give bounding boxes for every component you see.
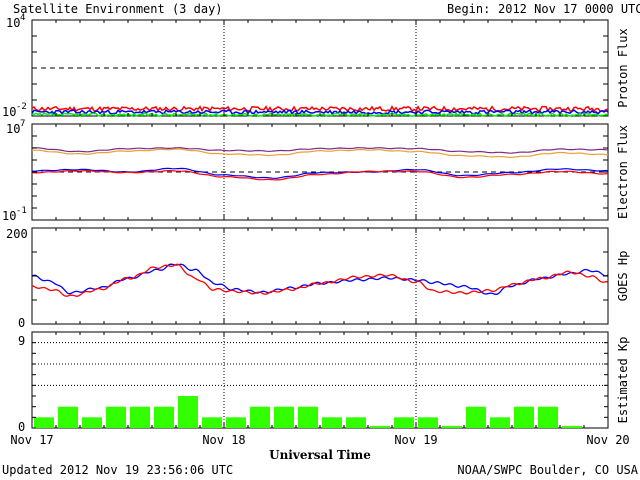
kp-bar — [538, 406, 558, 428]
begin-label: Begin: — [447, 2, 490, 16]
begin-value: 2012 Nov 17 0000 UTC — [498, 2, 640, 16]
ytick-exp: 7 — [20, 119, 25, 129]
kp-ytick-bottom: 0 — [18, 420, 25, 434]
credit-text: NOAA/SWPC Boulder, CO USA — [457, 463, 638, 477]
kp-ytick-top: 9 — [18, 334, 25, 348]
kp-bar — [490, 417, 510, 428]
kp-bar — [226, 417, 246, 428]
xtick-label: Nov 19 — [394, 433, 437, 447]
estimated-kp-label: Estimated Kp — [616, 337, 630, 424]
data-series — [31, 105, 609, 428]
electron-flux-series-orange — [31, 148, 608, 159]
kp-bar — [250, 406, 270, 428]
kp-bar — [346, 417, 366, 428]
kp-bar — [418, 417, 438, 428]
kp-bar — [274, 406, 294, 428]
kp-bar — [298, 406, 318, 428]
electron-flux-label: Electron Flux — [616, 125, 630, 219]
panel-frame-goes-hp — [31, 227, 609, 325]
kp-bar — [58, 406, 78, 428]
chart-title: Satellite Environment (3 day) — [13, 2, 223, 16]
kp-bar — [466, 406, 486, 428]
goes-hp-ytick-top: 200 — [6, 227, 28, 241]
axis-ticks — [32, 19, 608, 429]
ytick-exp: 4 — [20, 13, 25, 23]
kp-bar — [178, 396, 198, 428]
ytick-base: 10 — [2, 105, 16, 119]
kp-bar — [514, 406, 534, 428]
electron-flux-series-purple — [31, 147, 608, 154]
kp-bar — [34, 417, 54, 428]
kp-bar — [82, 417, 102, 428]
ytick-exp: -1 — [16, 206, 27, 216]
electron-flux-series-red — [31, 170, 609, 181]
proton-flux-ytick-top: 10 4 — [6, 13, 25, 30]
ytick-base: 10 — [6, 16, 20, 30]
kp-bar — [106, 406, 126, 428]
ytick-exp: -2 — [16, 102, 27, 112]
goes-hp-series-blue — [31, 263, 609, 295]
kp-bar — [202, 417, 222, 428]
x-axis-title: Universal Time — [269, 448, 371, 462]
kp-bar — [130, 406, 150, 428]
kp-bar — [154, 406, 174, 428]
proton-flux-series-red — [31, 105, 609, 113]
xtick-label: Nov 17 — [10, 433, 53, 447]
electron-flux-ytick-top: 10 7 — [6, 119, 25, 136]
updated-timestamp: Updated 2012 Nov 19 23:56:06 UTC — [2, 463, 233, 477]
goes-hp-label: GOES Hp — [616, 251, 630, 302]
grid-lines — [32, 20, 608, 428]
kp-bar — [370, 425, 390, 428]
goes-hp-ytick-bottom: 0 — [18, 316, 25, 330]
ytick-base: 10 — [2, 209, 16, 223]
electron-flux-ytick-bottom: 10 -1 — [2, 206, 27, 223]
kp-bar — [562, 425, 582, 428]
proton-flux-ytick-bottom: 10 -2 — [2, 102, 27, 119]
kp-bar — [394, 417, 414, 428]
xtick-label: Nov 18 — [202, 433, 245, 447]
goes-hp-series-red — [31, 263, 609, 297]
kp-bar — [442, 425, 462, 428]
proton-flux-label: Proton Flux — [616, 28, 630, 107]
xtick-label: Nov 20 — [586, 433, 629, 447]
kp-bar — [322, 417, 342, 428]
ytick-base: 10 — [6, 122, 20, 136]
